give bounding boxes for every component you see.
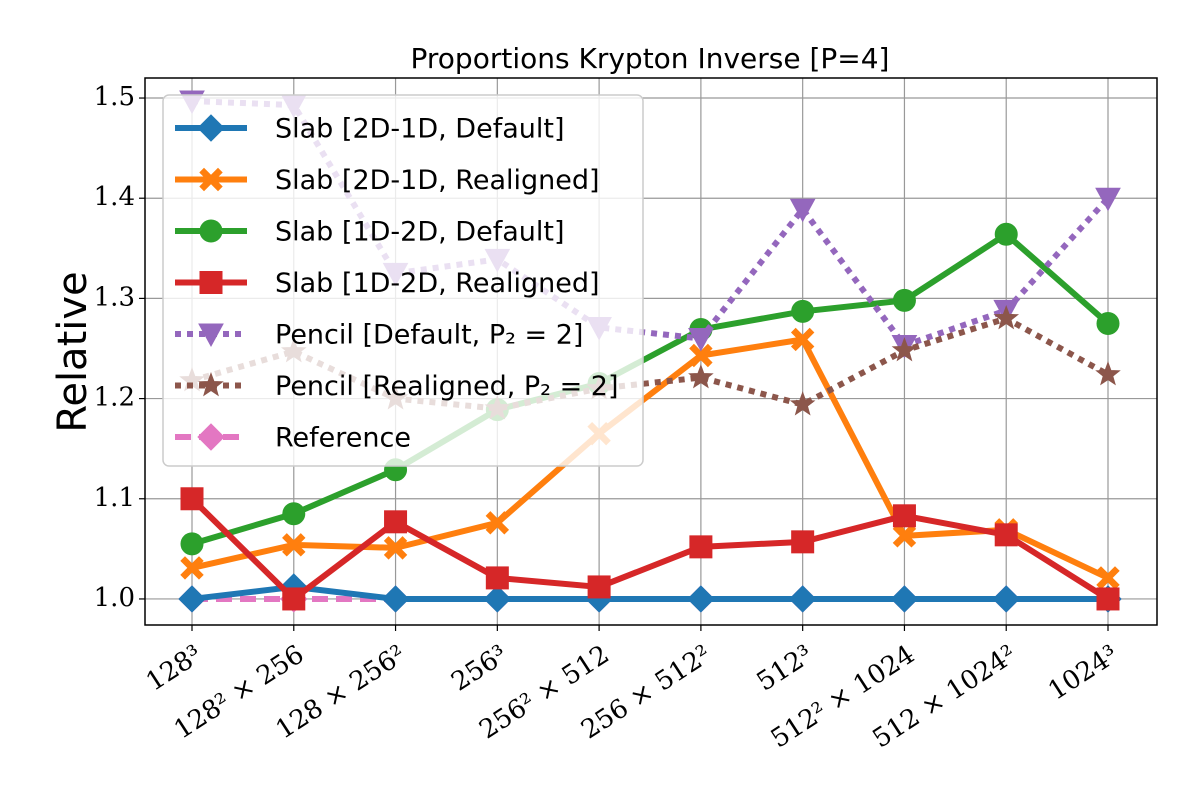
marker (197, 423, 225, 451)
marker (892, 504, 916, 528)
y-tick-label: 1.1 (94, 483, 135, 513)
y-axis-label: Relative (50, 271, 96, 432)
marker (890, 585, 919, 613)
marker (994, 222, 1018, 246)
legend-label: Slab [2D-1D, Realigned] (275, 165, 600, 196)
marker (892, 524, 917, 548)
marker (587, 575, 611, 599)
plot-frame (144, 77, 1158, 626)
x-tick-label: 256³ (446, 640, 513, 698)
y-tick-label: 1.2 (94, 383, 135, 413)
marker (790, 327, 815, 352)
legend-label: Slab [1D-2D, Default] (275, 217, 564, 248)
series-line (191, 230, 1110, 547)
marker (1096, 566, 1120, 590)
marker (688, 327, 714, 352)
legend-label: Reference (275, 423, 411, 454)
marker (282, 533, 306, 557)
marker (384, 510, 408, 534)
marker (483, 585, 512, 613)
marker (891, 337, 918, 362)
marker (1095, 361, 1121, 386)
y-tick-label: 1.4 (94, 182, 135, 212)
marker (1096, 587, 1120, 611)
marker (992, 585, 1020, 613)
x-tick-label: 512³ (752, 640, 819, 698)
marker (892, 288, 916, 312)
x-tick-label: 128³ (141, 640, 208, 698)
legend-label: Pencil [Default, P₂ = 2] (275, 320, 583, 351)
marker (198, 323, 224, 348)
y-tick-label: 1.3 (94, 282, 135, 312)
marker (993, 304, 1020, 330)
marker (383, 536, 408, 560)
marker (791, 530, 815, 554)
marker (199, 167, 223, 192)
series-line (189, 496, 1110, 603)
marker (198, 372, 224, 397)
marker (994, 523, 1018, 547)
marker (485, 566, 509, 590)
marker (788, 585, 817, 613)
legend-label: Slab [1D-2D, Realigned] (275, 268, 600, 299)
legend-label: Pencil [Realigned, P₂ = 2] (275, 371, 619, 402)
marker (789, 198, 816, 223)
marker (282, 587, 306, 611)
marker (178, 585, 206, 613)
legend: Slab [2D-1D, Default] Slab [2D-1D, Realig… (162, 94, 644, 467)
marker (1095, 187, 1121, 212)
marker (1096, 311, 1120, 335)
marker (180, 556, 204, 580)
series-line (191, 583, 1108, 602)
marker (789, 391, 816, 416)
marker (199, 271, 223, 294)
series-line (191, 336, 1110, 581)
marker (199, 219, 223, 243)
marker (282, 502, 306, 526)
marker (180, 532, 204, 556)
marker (180, 487, 204, 511)
x-tick-label: 1024³ (1043, 640, 1124, 707)
marker (791, 299, 815, 323)
chart-title: Proportions Krypton Inverse [P=4] (411, 42, 890, 75)
marker (381, 585, 410, 613)
marker (687, 585, 715, 613)
marker (485, 511, 510, 535)
legend-box (162, 94, 644, 467)
marker (688, 364, 714, 389)
marker (197, 114, 225, 142)
legend-label: Slab [2D-1D, Default] (275, 114, 564, 145)
y-tick-label: 1.5 (94, 82, 135, 112)
marker (689, 535, 713, 559)
y-tick-label: 1.0 (94, 583, 135, 613)
